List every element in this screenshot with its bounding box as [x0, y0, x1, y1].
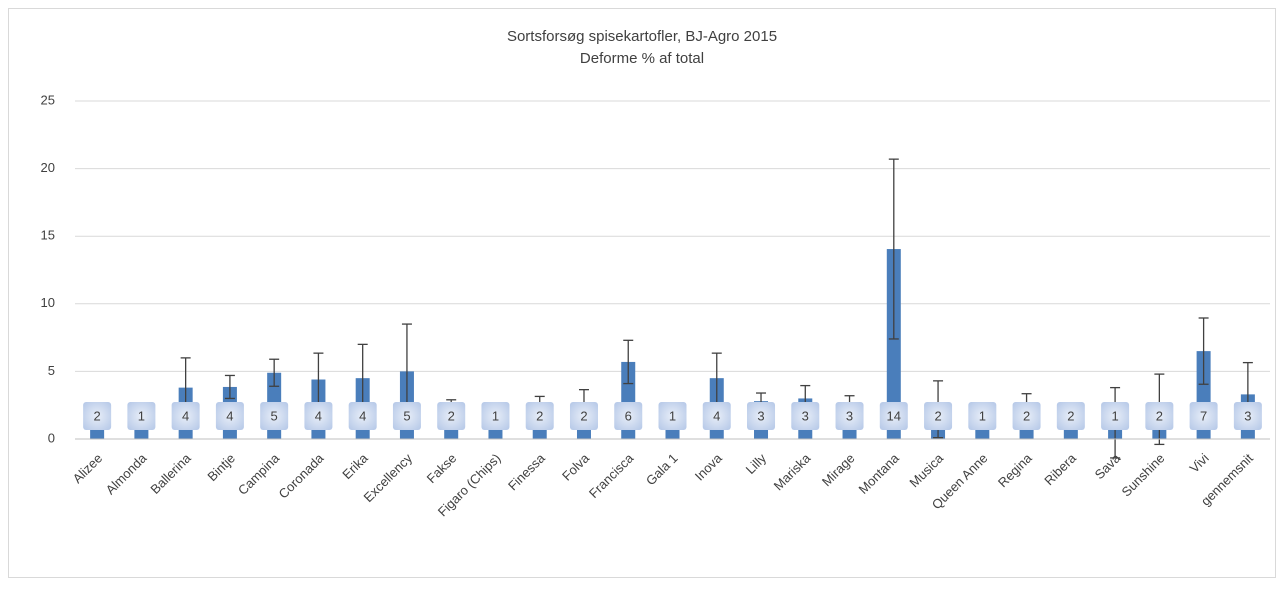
data-label-box [171, 402, 200, 430]
data-label: 4 [226, 408, 233, 423]
data-label: 4 [713, 408, 720, 423]
data-label-box [614, 402, 643, 430]
chart-subtitle: Deforme % af total [580, 50, 704, 67]
data-label: 4 [182, 408, 189, 423]
data-label: 2 [1067, 408, 1074, 423]
data-label: 2 [536, 408, 543, 423]
data-label-box [1101, 402, 1130, 430]
data-label: 2 [934, 408, 941, 423]
data-label: 2 [580, 408, 587, 423]
data-label: 7 [1200, 408, 1207, 423]
data-label: 14 [887, 408, 901, 423]
data-label: 6 [625, 408, 632, 423]
y-tick-label: 0 [48, 430, 55, 445]
data-label-box [481, 402, 510, 430]
data-label: 2 [1023, 408, 1030, 423]
data-label-box [1145, 402, 1174, 430]
data-label-box [879, 402, 908, 430]
data-label: 1 [138, 408, 145, 423]
chart-title: Sortsforsøg spisekartofler, BJ-Agro 2015 [507, 28, 777, 45]
data-label-box [1189, 402, 1218, 430]
data-label: 5 [403, 408, 410, 423]
data-label: 3 [802, 408, 809, 423]
data-label-box [791, 402, 820, 430]
y-tick-label: 15 [41, 228, 55, 243]
data-label: 4 [315, 408, 322, 423]
data-label-box [1056, 402, 1085, 430]
data-label: 2 [448, 408, 455, 423]
data-label: 2 [1156, 408, 1163, 423]
data-label-box [569, 402, 598, 430]
data-label-box [260, 402, 289, 430]
data-label: 1 [492, 408, 499, 423]
y-tick-label: 20 [41, 160, 55, 175]
chart-border [8, 8, 1276, 578]
data-label-box [747, 402, 776, 430]
data-label-box [437, 402, 466, 430]
data-label: 1 [669, 408, 676, 423]
data-label: 3 [1244, 408, 1251, 423]
data-label-box [924, 402, 953, 430]
bar [886, 249, 901, 439]
y-tick-label: 5 [48, 363, 55, 378]
data-label-box [658, 402, 687, 430]
data-label-box [525, 402, 554, 430]
data-label: 3 [846, 408, 853, 423]
data-label-box [835, 402, 864, 430]
data-label-box [1233, 402, 1262, 430]
y-tick-label: 25 [41, 92, 55, 107]
data-label: 1 [1111, 408, 1118, 423]
data-label-box [304, 402, 333, 430]
data-label-box [348, 402, 377, 430]
data-label-box [392, 402, 421, 430]
data-label: 4 [359, 408, 366, 423]
data-label-box [127, 402, 156, 430]
data-label-box [215, 402, 244, 430]
data-label-box [83, 402, 112, 430]
data-label-box [968, 402, 997, 430]
data-label-box [702, 402, 731, 430]
data-label-box [1012, 402, 1041, 430]
data-label: 3 [757, 408, 764, 423]
data-label: 1 [979, 408, 986, 423]
y-tick-label: 10 [41, 295, 55, 310]
data-label: 5 [271, 408, 278, 423]
data-label: 2 [94, 408, 101, 423]
